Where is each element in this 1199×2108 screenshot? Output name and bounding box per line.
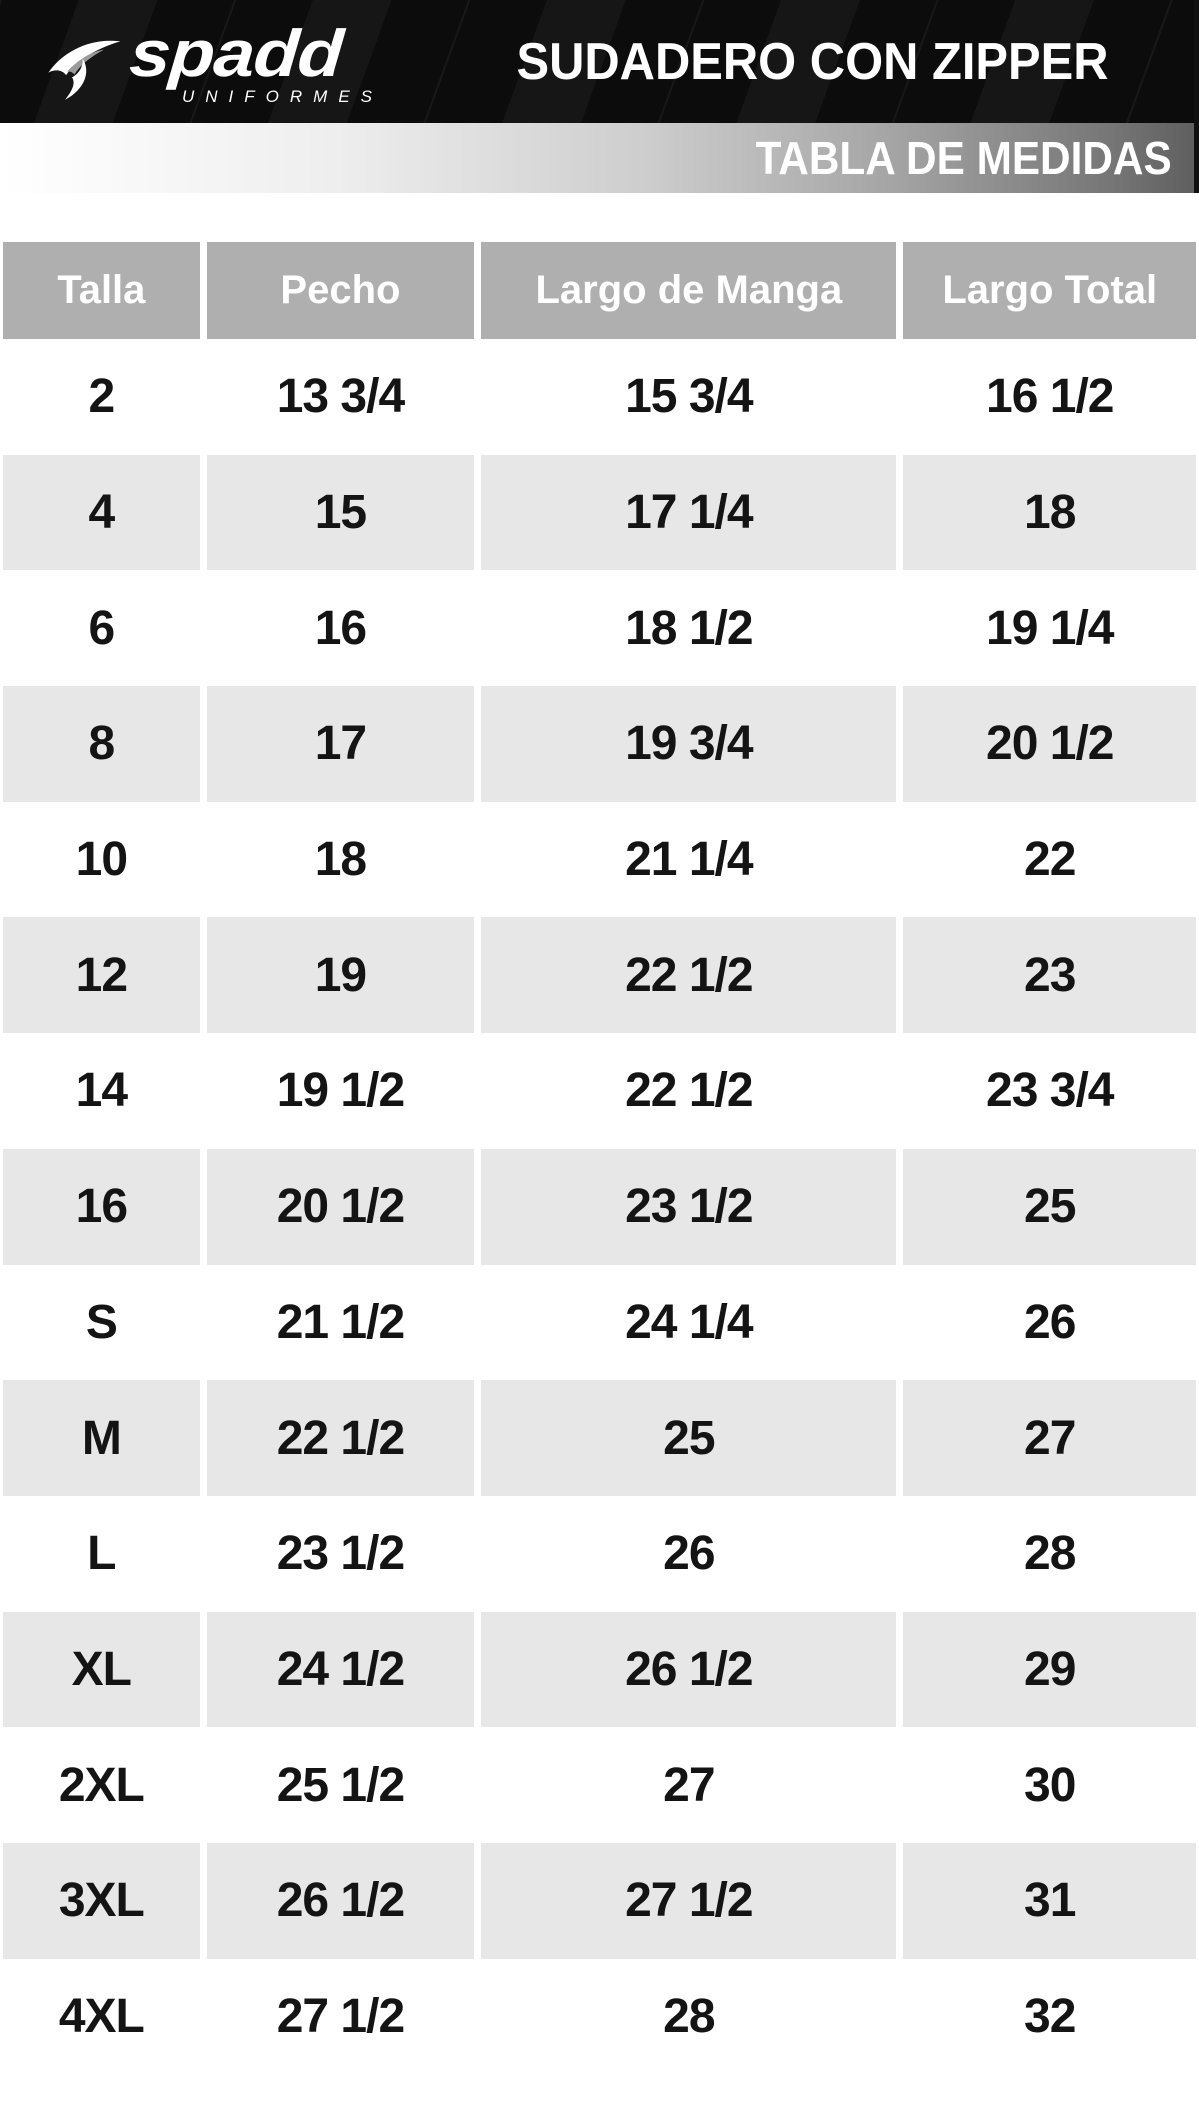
brand-header: spadd UNIFORMES SUDADERO CON ZIPPER	[0, 0, 1199, 123]
table-cell: 24 1/4	[625, 1295, 753, 1349]
table-cell: 18 1/2	[625, 601, 753, 655]
table-row: 8 17 19 3/4 20 1/2	[3, 686, 1196, 802]
table-cell: 23 1/2	[276, 1527, 405, 1581]
table-cell: S	[85, 1295, 118, 1349]
table-row: 10 18 21 1/4 22	[3, 802, 1196, 918]
table-cell: 25	[481, 1380, 897, 1496]
table-cell: 12	[3, 917, 200, 1034]
measures-banner: TABLA DE MEDIDAS	[0, 123, 1199, 193]
table-cell: 16	[3, 1148, 200, 1265]
table-cell: 23	[903, 917, 1196, 1034]
column-header-largo-total: Largo Total	[903, 242, 1196, 339]
table-cell: 19	[206, 917, 475, 1034]
table-cell: 2	[88, 370, 115, 424]
table-cell: 3XL	[3, 1842, 200, 1959]
table-cell: 22 1/2	[481, 917, 897, 1034]
table-cell: 27	[663, 1758, 715, 1812]
table-cell: 4	[3, 454, 200, 571]
brand-name: spadd	[127, 16, 345, 90]
size-table: Talla Pecho Largo de Manga Largo Total 2…	[0, 242, 1199, 2074]
table-row: 16 20 1/2 23 1/2 25	[3, 1148, 1196, 1265]
table-cell: 2XL	[58, 1758, 145, 1812]
table-row: L 23 1/2 26 28	[3, 1496, 1196, 1612]
table-row: 4XL 27 1/2 28 32	[3, 1959, 1196, 2075]
table-cell: 17 1/4	[481, 454, 897, 571]
table-cell: 27 1/2	[481, 1842, 897, 1959]
table-cell: 20 1/2	[903, 686, 1196, 802]
table-cell: 27 1/2	[276, 1989, 405, 2043]
table-cell: 18	[903, 454, 1196, 571]
table-cell: 24 1/2	[206, 1611, 475, 1728]
page-title: SUDADERO CON ZIPPER	[516, 32, 1109, 91]
table-cell: 26 1/2	[206, 1842, 475, 1959]
table-cell: 20 1/2	[206, 1148, 475, 1265]
table-cell: 25	[903, 1148, 1196, 1265]
table-body: 2 13 3/4 15 3/4 16 1/2 4 15 17 1/4 18 6 16 18 1/2 1…	[3, 339, 1196, 2074]
table-cell: 26 1/2	[481, 1611, 897, 1728]
table-cell: M	[3, 1380, 200, 1496]
table-cell: 28	[663, 1989, 715, 2043]
banner-label: TABLA DE MEDIDAS	[755, 132, 1172, 184]
table-cell: 17	[206, 686, 475, 802]
table-cell: 16 1/2	[986, 370, 1114, 424]
table-cell: 23 1/2	[481, 1148, 897, 1265]
table-cell: 19 3/4	[481, 686, 897, 802]
table-cell: 22 1/2	[206, 1380, 475, 1496]
table-cell: 10	[75, 833, 128, 887]
table-cell: 21 1/2	[276, 1295, 405, 1349]
table-cell: 30	[1024, 1758, 1076, 1812]
logo-text: spadd UNIFORMES	[127, 16, 383, 106]
column-header-pecho: Pecho	[206, 242, 475, 339]
table-cell: 28	[1024, 1527, 1076, 1581]
table-cell: 19 1/2	[276, 1064, 405, 1118]
table-cell: 26	[1024, 1295, 1076, 1349]
table-row: S 21 1/2 24 1/4 26	[3, 1265, 1196, 1381]
table-cell: 22 1/2	[625, 1064, 753, 1118]
table-row: 4 15 17 1/4 18	[3, 454, 1196, 571]
table-row: 6 16 18 1/2 19 1/4	[3, 570, 1196, 686]
column-header-largo-de-manga: Largo de Manga	[481, 242, 897, 339]
table-header-row: Talla Pecho Largo de Manga Largo Total	[3, 242, 1196, 339]
table-row: M 22 1/2 25 27	[3, 1380, 1196, 1496]
table-cell: 8	[3, 686, 200, 802]
table-row: 14 19 1/2 22 1/2 23 3/4	[3, 1033, 1196, 1149]
table-cell: 27	[903, 1380, 1196, 1496]
table-cell: XL	[3, 1611, 200, 1728]
table-cell: 16	[314, 601, 367, 655]
table-cell: 6	[88, 601, 115, 655]
table-cell: 4XL	[58, 1989, 145, 2043]
table-cell: 15 3/4	[625, 370, 753, 424]
table-cell: 14	[75, 1064, 128, 1118]
table-row: 2 13 3/4 15 3/4 16 1/2	[3, 339, 1196, 455]
table-row: 3XL 26 1/2 27 1/2 31	[3, 1842, 1196, 1959]
table-cell: 13 3/4	[276, 370, 405, 424]
right-edge-decoration	[1194, 0, 1199, 193]
table-cell: 18	[314, 833, 367, 887]
table-row: 12 19 22 1/2 23	[3, 917, 1196, 1034]
column-header-talla: Talla	[3, 242, 200, 339]
table-cell: 22	[1024, 833, 1076, 887]
brand-subtitle: UNIFORMES	[182, 87, 383, 106]
table-cell: L	[87, 1527, 116, 1581]
table-cell: 21 1/4	[625, 833, 753, 887]
table-cell: 19 1/4	[986, 601, 1114, 655]
spadd-swoosh-icon	[48, 40, 121, 100]
table-cell: 31	[903, 1842, 1196, 1959]
table-row: 2XL 25 1/2 27 30	[3, 1727, 1196, 1843]
table-row: XL 24 1/2 26 1/2 29	[3, 1611, 1196, 1728]
table-cell: 32	[1024, 1989, 1076, 2043]
table-cell: 15	[206, 454, 475, 571]
table-cell: 29	[903, 1611, 1196, 1728]
table-cell: 25 1/2	[276, 1758, 405, 1812]
table-cell: 23 3/4	[986, 1064, 1114, 1118]
table-cell: 26	[663, 1527, 715, 1581]
brand-logo: spadd UNIFORMES	[46, 16, 383, 106]
